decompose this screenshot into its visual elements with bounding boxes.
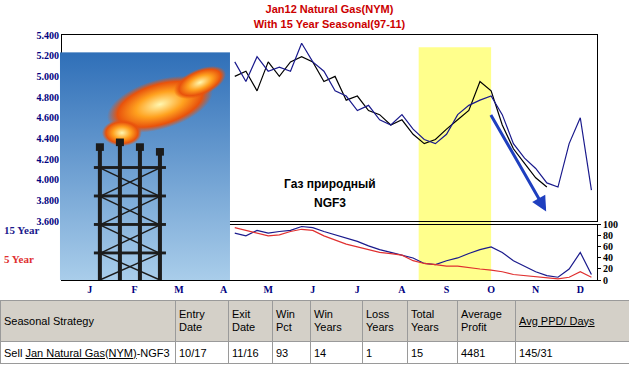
svg-text:3.800: 3.800 <box>37 195 60 206</box>
svg-text:N: N <box>532 284 540 295</box>
svg-text:NGF3: NGF3 <box>314 196 346 210</box>
svg-text:O: O <box>487 284 495 295</box>
html-text:Seasonal Strategy: Seasonal Strategy <box>4 314 94 327</box>
svg-text:20: 20 <box>603 263 613 274</box>
svg-text:4.600: 4.600 <box>37 112 60 123</box>
html-text:Win Pct: Win Pct <box>276 308 295 333</box>
svg-text:J: J <box>87 284 92 295</box>
svg-text:15 Year: 15 Year <box>4 224 39 236</box>
html-text:15: 15 <box>411 346 424 359</box>
svg-text:4.800: 4.800 <box>37 92 60 103</box>
svg-text:40: 40 <box>603 252 613 263</box>
svg-text:80: 80 <box>603 230 613 241</box>
svg-text:A: A <box>398 284 406 295</box>
svg-text:J: J <box>310 284 315 295</box>
svg-text:S: S <box>444 284 450 295</box>
html-text:4481: 4481 <box>461 346 486 359</box>
html-text:93: 93 <box>276 346 289 359</box>
svg-text:4.400: 4.400 <box>37 133 60 144</box>
svg-text:0: 0 <box>603 275 608 286</box>
svg-text:5.400: 5.400 <box>37 30 60 41</box>
html-text:11/16: 11/16 <box>232 346 259 359</box>
html-text:Entry Date: Entry Date <box>179 308 205 333</box>
html-text:145/31: 145/31 <box>519 346 553 359</box>
html-text:Sell Jan Natural Gas(NYM) -NGF: Sell Jan Natural Gas(NYM) -NGF3 <box>4 346 170 359</box>
svg-text:5 Year: 5 Year <box>4 253 34 265</box>
svg-text:5.000: 5.000 <box>37 71 60 82</box>
html-text:Exit Date: Exit Date <box>232 308 256 333</box>
html-text:14: 14 <box>314 346 327 359</box>
svg-text:5.200: 5.200 <box>37 50 60 61</box>
svg-text:3.600: 3.600 <box>37 216 60 227</box>
svg-text:D: D <box>577 284 584 295</box>
svg-text:4.000: 4.000 <box>37 174 60 185</box>
svg-text:Газ природный: Газ природный <box>284 177 376 191</box>
html-text:Avg PPD/ Days: Avg PPD/ Days <box>519 314 595 327</box>
html-text:Average Profit: Average Profit <box>461 308 502 333</box>
svg-text:4.200: 4.200 <box>37 154 60 165</box>
svg-text:M: M <box>263 284 273 295</box>
html-text:1: 1 <box>366 346 373 359</box>
html-text:Total Years: Total Years <box>411 308 439 333</box>
html-text:10/17: 10/17 <box>179 346 207 359</box>
svg-text:60: 60 <box>603 241 613 252</box>
svg-text:A: A <box>220 284 228 295</box>
svg-text:F: F <box>131 284 137 295</box>
svg-text:Jan12 Natural Gas(NYM)With 15: Jan12 Natural Gas(NYM)With 15 Year Seaso… <box>254 3 406 29</box>
html-text:Win Years: Win Years <box>314 308 342 333</box>
svg-text:M: M <box>174 284 184 295</box>
svg-text:100: 100 <box>603 219 618 230</box>
svg-text:J: J <box>355 284 360 295</box>
html-text:Loss Years: Loss Years <box>366 308 394 333</box>
